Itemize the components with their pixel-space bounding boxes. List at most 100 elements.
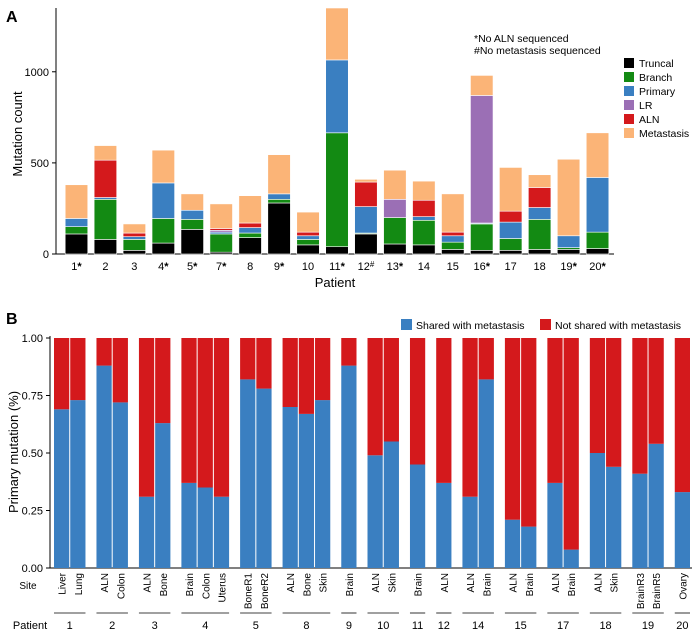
b-site-label-patient-8-bone: Bone <box>302 573 313 597</box>
a-legend-swatch-truncal <box>624 58 634 68</box>
b-bar-notshared-patient-1-liver <box>54 338 70 410</box>
panel-b-letter: B <box>6 311 18 328</box>
a-bar-metastasis-patient-5 <box>180 193 204 211</box>
b-ytick-label: 1.00 <box>22 333 43 345</box>
a-bar-primary-patient-4 <box>151 182 175 219</box>
a-bar-branch-patient-9 <box>267 199 291 204</box>
b-bar-shared-patient-17-brain <box>563 549 579 568</box>
b-bar-notshared-patient-1-lung <box>70 338 86 401</box>
a-bar-primary-patient-5 <box>180 209 204 220</box>
a-bar-aln-patient-18 <box>528 187 552 208</box>
b-bar-shared-patient-9-brain <box>341 365 357 568</box>
a-bar-branch-patient-5 <box>180 219 204 230</box>
a-bar-truncal-patient-8 <box>238 237 262 255</box>
b-patient-label-20: 20 <box>676 620 688 632</box>
b-bar-notshared-patient-5-boner1 <box>240 338 256 380</box>
a-bar-branch-patient-17 <box>499 238 523 251</box>
a-bar-aln-patient-14 <box>412 199 436 217</box>
a-bar-truncal-patient-17 <box>499 250 523 255</box>
panel-a-letter: A <box>6 9 18 26</box>
a-bar-truncal-patient-1 <box>64 233 89 255</box>
a-xtick-patient-17: 17 <box>505 261 517 273</box>
a-bar-primary-patient-9 <box>267 193 291 200</box>
b-site-label-patient-2-colon: Colon <box>116 573 127 599</box>
b-bar-shared-patient-10-skin <box>383 441 399 568</box>
a-bar-branch-patient-4 <box>151 218 175 244</box>
a-bar-metastasis-patient-12 <box>354 178 378 183</box>
a-xtick-patient-20: 20* <box>589 261 606 273</box>
b-site-label-patient-4-colon: Colon <box>201 573 212 599</box>
b-patient-label-10: 10 <box>377 620 389 632</box>
a-bar-branch-patient-8 <box>238 232 262 238</box>
a-xtick-patient-3: 3 <box>131 261 137 273</box>
a-bar-aln-patient-3 <box>122 232 146 237</box>
b-patient-label-14: 14 <box>472 620 484 632</box>
a-legend-label-primary: Primary <box>639 86 676 98</box>
b-site-label-patient-8-aln: ALN <box>286 573 297 592</box>
a-bar-primary-patient-3 <box>122 236 146 240</box>
b-site-label-patient-4-uterus: Uterus <box>217 573 228 602</box>
b-patient-label-11: 11 <box>412 620 423 632</box>
b-patient-label-15: 15 <box>515 620 527 632</box>
a-xtick-patient-18: 18 <box>534 261 546 273</box>
a-xtick-patient-15: 15 <box>447 261 459 273</box>
panel-a-xlabel: Patient <box>315 275 356 290</box>
a-bar-lr-patient-13 <box>383 199 407 218</box>
b-patient-label-1: 1 <box>67 620 73 632</box>
a-bar-metastasis-patient-20 <box>585 132 610 178</box>
b-site-label-patient-19-brainr5: BrainR5 <box>652 573 663 610</box>
b-bar-notshared-patient-15-brain <box>521 338 537 527</box>
b-patient-label-17: 17 <box>557 620 569 632</box>
a-bar-metastasis-patient-1 <box>64 184 89 219</box>
a-xtick-patient-4: 4* <box>158 261 169 273</box>
b-legend-swatch-shared-with-metastasis <box>401 319 412 330</box>
b-bar-notshared-patient-14-aln <box>462 338 478 497</box>
a-bar-truncal-patient-2 <box>93 239 118 255</box>
a-bar-branch-patient-10 <box>296 239 320 246</box>
b-bar-notshared-patient-4-uterus <box>213 338 230 497</box>
panel-b-xlabel: Patient <box>13 620 47 632</box>
b-site-label-patient-15-aln: ALN <box>509 573 520 592</box>
b-bar-shared-patient-19-brainr3 <box>632 473 648 568</box>
b-site-label-patient-14-brain: Brain <box>482 573 493 596</box>
b-bar-shared-patient-3-aln <box>138 496 155 568</box>
b-site-label-patient-17-aln: ALN <box>551 573 562 592</box>
b-bar-notshared-patient-15-aln <box>504 338 521 520</box>
a-bar-truncal-patient-14 <box>412 244 436 255</box>
b-patient-label-8: 8 <box>303 620 309 632</box>
b-bar-shared-patient-2-aln <box>96 365 112 568</box>
b-bar-shared-patient-2-colon <box>112 402 128 568</box>
b-site-label-patient-10-aln: ALN <box>371 573 382 592</box>
b-bar-notshared-patient-18-aln <box>589 338 606 453</box>
a-bar-metastasis-patient-18 <box>528 174 552 188</box>
b-bar-shared-patient-12-aln <box>436 482 452 568</box>
b-bar-notshared-patient-10-aln <box>367 338 383 456</box>
a-bar-metastasis-patient-13 <box>383 169 407 200</box>
b-bar-shared-patient-14-aln <box>462 496 478 568</box>
a-bar-metastasis-patient-11 <box>325 7 349 61</box>
b-legend-label-shared-with-metastasis: Shared with metastasis <box>416 320 525 332</box>
a-legend-swatch-aln <box>624 114 634 124</box>
b-site-label-patient-20-ovary: Ovary <box>678 573 689 600</box>
a-xtick-patient-5: 5* <box>187 261 198 273</box>
b-patient-label-19: 19 <box>642 620 654 632</box>
b-site-label-patient-3-bone: Bone <box>159 573 170 597</box>
b-site-label-patient-17-brain: Brain <box>567 573 578 596</box>
a-bar-truncal-patient-18 <box>528 249 552 255</box>
a-bar-primary-patient-19 <box>556 235 581 248</box>
a-bar-metastasis-patient-3 <box>122 223 146 234</box>
a-bar-branch-patient-7 <box>209 233 233 253</box>
panel-b-site-axis-label: Site <box>19 581 37 592</box>
a-legend-label-metastasis: Metastasis <box>639 128 689 140</box>
a-annotation-star: *No ALN sequenced <box>474 33 569 45</box>
b-site-label-patient-2-aln: ALN <box>100 573 111 592</box>
a-bar-truncal-patient-4 <box>151 242 175 255</box>
b-patient-label-5: 5 <box>253 620 259 632</box>
a-xtick-patient-12: 12# <box>358 260 375 273</box>
a-bar-branch-patient-16 <box>470 223 494 251</box>
b-site-label-patient-12-aln: ALN <box>440 573 451 592</box>
b-site-label-patient-1-lung: Lung <box>74 573 85 595</box>
b-site-label-patient-18-skin: Skin <box>610 573 621 592</box>
a-bar-truncal-patient-19 <box>556 249 581 255</box>
panel-a-ylabel: Mutation count <box>10 91 25 177</box>
